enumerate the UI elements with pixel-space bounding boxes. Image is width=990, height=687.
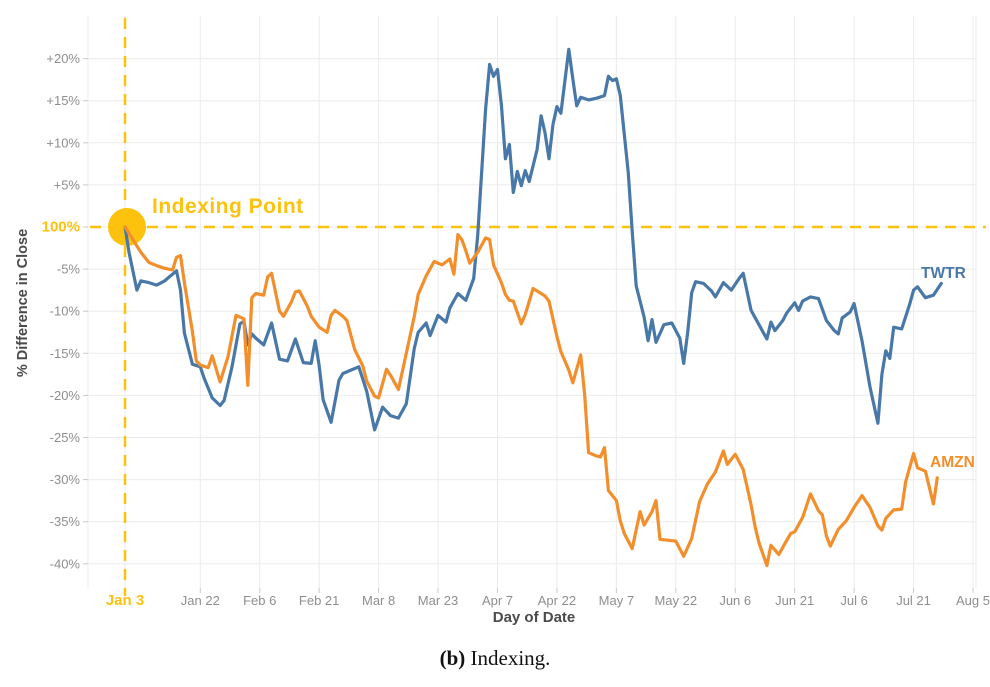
- x-tick-label: Jun 21: [775, 593, 814, 608]
- y-tick-label: -40%: [50, 556, 81, 571]
- y-tick-label: -25%: [50, 430, 81, 445]
- y-tick-label: +20%: [46, 51, 80, 66]
- x-tick-label: Jul 6: [840, 593, 867, 608]
- x-tick-label: Apr 22: [538, 593, 576, 608]
- x-axis-title: Day of Date: [493, 609, 576, 626]
- x-tick-label: Jan 22: [181, 593, 220, 608]
- series-line-twtr: [123, 47, 943, 432]
- y-tick-label: -15%: [50, 346, 81, 361]
- y-tick-label: +10%: [46, 135, 80, 150]
- caption-text: Indexing.: [465, 646, 551, 670]
- x-tick-label: Jun 6: [719, 593, 751, 608]
- y-tick-label: -5%: [57, 262, 81, 277]
- series-lines: [123, 47, 943, 568]
- indexing-point-dot: [108, 208, 146, 246]
- chart-area: Jan 3 Jan 22 Feb 6 Feb 21 Mar 8 Mar 23 Apr 7 Ap…: [15, 16, 990, 626]
- y-tick-label: -20%: [50, 388, 81, 403]
- x-tick-label: May 7: [599, 593, 634, 608]
- y-tick-label: -30%: [50, 472, 81, 487]
- figure-caption: (b) Indexing.: [0, 646, 990, 671]
- y-tick-label: -35%: [50, 514, 81, 529]
- x-tick-label: Feb 21: [299, 593, 339, 608]
- y-tick-label: 100%: [42, 219, 80, 236]
- x-tick-label: Feb 6: [243, 593, 276, 608]
- tick-labels: Jan 3 Jan 22 Feb 6 Feb 21 Mar 8 Mar 23 Apr 7 Ap…: [42, 51, 990, 609]
- y-tick-label: +5%: [54, 177, 81, 192]
- y-tick-label: +15%: [46, 93, 80, 108]
- series-label-amzn: AMZN: [930, 454, 975, 471]
- x-tick-label: Jan 3: [106, 592, 144, 609]
- x-tick-label: May 22: [654, 593, 697, 608]
- y-axis-title: % Difference in Close: [15, 229, 31, 377]
- x-tick-label: Mar 23: [418, 593, 458, 608]
- series-line-amzn: [123, 225, 939, 568]
- y-tick-label: -10%: [50, 304, 81, 319]
- x-tick-label: Jul 21: [896, 593, 931, 608]
- x-tick-label: Mar 8: [362, 593, 395, 608]
- x-tick-label: Aug 5: [956, 593, 990, 608]
- x-tick-label: Apr 7: [482, 593, 513, 608]
- indexing-point-annotation: Indexing Point: [152, 195, 304, 218]
- caption-index: (b): [439, 646, 466, 670]
- indexing-crosshair: [90, 18, 986, 596]
- gridlines: [87, 16, 977, 588]
- series-label-twtr: TWTR: [921, 265, 966, 282]
- indexed-stock-line-chart: Jan 3 Jan 22 Feb 6 Feb 21 Mar 8 Mar 23 Apr 7 Ap…: [15, 16, 990, 626]
